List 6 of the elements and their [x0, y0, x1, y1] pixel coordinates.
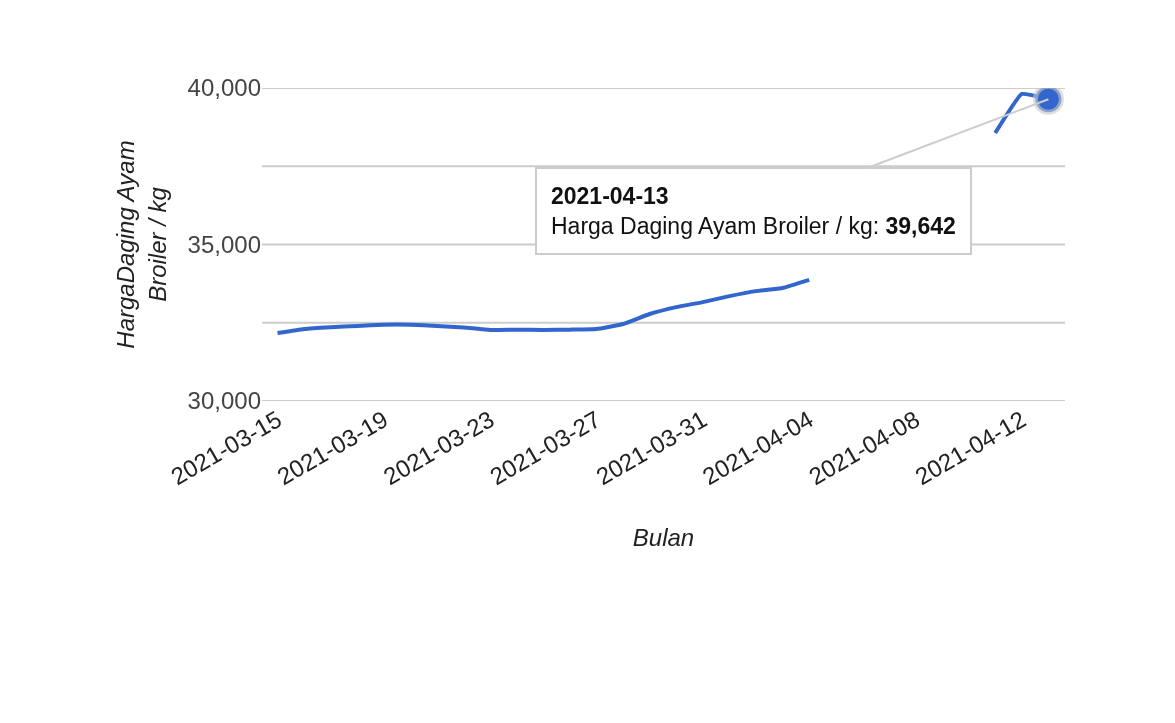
y-tick-label: 40,000 — [187, 74, 261, 102]
y-tick-label: 35,000 — [187, 230, 261, 258]
x-axis-title: Bulan — [632, 524, 695, 552]
y-axis-title: HargaDaging Ayam Broiler / kg — [112, 140, 171, 349]
y-tick-label: 30,000 — [187, 387, 261, 415]
annotation: 2021-04-13 Harga Daging Ayam Broiler / kg: 39,642 — [551, 183, 956, 239]
